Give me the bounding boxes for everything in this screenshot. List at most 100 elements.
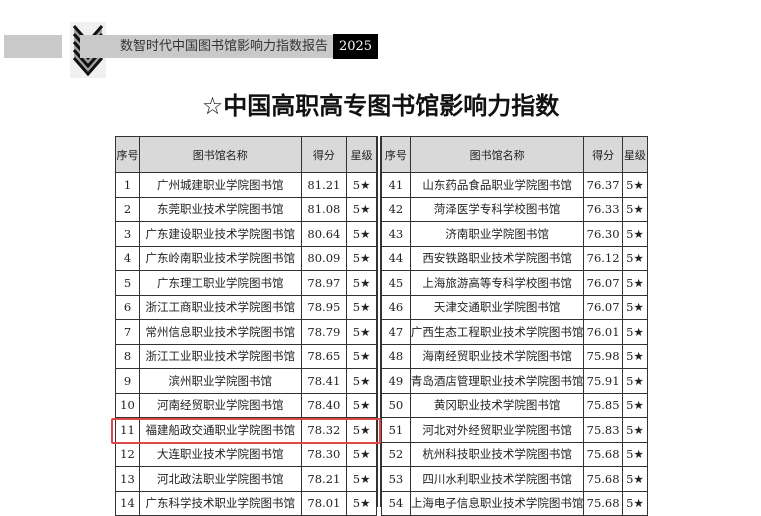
score: 78.79 [300, 319, 348, 345]
table-row: 53 四川水利职业技术学院图书馆 75.68 5★ [381, 466, 649, 492]
star-rating: 5★ [621, 270, 649, 296]
banner-bar-left [4, 35, 62, 58]
column-header: 序号 [381, 136, 411, 173]
rank: 3 [115, 221, 140, 247]
table-row: 4 广东岭南职业技术学院图书馆 80.09 5★ [115, 245, 377, 271]
rank: 5 [115, 270, 140, 296]
library-name: 济南职业学院图书馆 [409, 221, 585, 247]
star-rating: 5★ [346, 245, 377, 271]
library-name: 广州城建职业学院图书馆 [138, 172, 302, 198]
column-header: 星级 [621, 136, 649, 173]
score: 75.91 [583, 368, 623, 394]
rank: 50 [381, 392, 411, 418]
rank: 51 [381, 417, 411, 443]
score: 78.01 [300, 490, 348, 516]
ranking-table-left: 序号 图书馆名称 得分 星级 1 广州城建职业学院图书馆 81.21 5★ 2 东莞职业技… [115, 136, 377, 516]
table-row: 7 常州信息职业技术学院图书馆 78.79 5★ [115, 319, 377, 345]
table-row: 54 上海电子信息职业技术学院图书馆 75.68 5★ [381, 490, 649, 516]
library-name: 河北对外经贸职业学院图书馆 [409, 417, 585, 443]
column-header: 图书馆名称 [409, 136, 585, 173]
star-rating: 5★ [346, 196, 377, 222]
score: 76.12 [583, 245, 623, 271]
library-name: 青岛酒店管理职业技术学院图书馆 [409, 368, 585, 394]
table-row: 52 杭州科技职业技术学院图书馆 75.68 5★ [381, 441, 649, 467]
rank: 1 [115, 172, 140, 198]
score: 78.21 [300, 466, 348, 492]
score: 75.68 [583, 466, 623, 492]
star-rating: 5★ [346, 343, 377, 369]
score: 78.95 [300, 294, 348, 320]
score: 75.68 [583, 490, 623, 516]
star-rating: 5★ [346, 270, 377, 296]
star-rating: 5★ [621, 196, 649, 222]
library-name: 上海旅游高等专科学校图书馆 [409, 270, 585, 296]
library-name: 西安铁路职业技术学院图书馆 [409, 245, 585, 271]
table-row: 43 济南职业学院图书馆 76.30 5★ [381, 221, 649, 247]
score: 81.21 [300, 172, 348, 198]
star-rating: 5★ [346, 392, 377, 418]
table-row: 47 广西生态工程职业技术学院图书馆 76.01 5★ [381, 319, 649, 345]
library-name: 浙江工商职业技术学院图书馆 [138, 294, 302, 320]
rank: 7 [115, 319, 140, 345]
page-title: ☆中国高职高专图书馆影响力指数 [201, 92, 560, 120]
table-row: 42 菏泽医学专科学校图书馆 76.33 5★ [381, 196, 649, 222]
star-rating: 5★ [346, 319, 377, 345]
rank: 45 [381, 270, 411, 296]
table-row: 11 福建船政交通职业学院图书馆 78.32 5★ [115, 417, 377, 443]
column-header: 得分 [583, 136, 623, 173]
star-rating: 5★ [346, 221, 377, 247]
star-rating: 5★ [621, 368, 649, 394]
library-name: 广东建设职业技术学院图书馆 [138, 221, 302, 247]
star-rating: 5★ [621, 343, 649, 369]
rank: 11 [115, 417, 140, 443]
rank: 10 [115, 392, 140, 418]
star-rating: 5★ [346, 441, 377, 467]
score: 78.40 [300, 392, 348, 418]
library-name: 上海电子信息职业技术学院图书馆 [409, 490, 585, 516]
library-name: 广东岭南职业技术学院图书馆 [138, 245, 302, 271]
library-name: 海南经贸职业技术学院图书馆 [409, 343, 585, 369]
table-row: 49 青岛酒店管理职业技术学院图书馆 75.91 5★ [381, 368, 649, 394]
score: 78.41 [300, 368, 348, 394]
star-rating: 5★ [621, 466, 649, 492]
score: 78.97 [300, 270, 348, 296]
score: 76.30 [583, 221, 623, 247]
library-name: 广东理工职业学院图书馆 [138, 270, 302, 296]
table-row: 48 海南经贸职业技术学院图书馆 75.98 5★ [381, 343, 649, 369]
table-row: 50 黄冈职业技术学院图书馆 75.85 5★ [381, 392, 649, 418]
table-row: 46 天津交通职业学院图书馆 76.07 5★ [381, 294, 649, 320]
table-row: 14 广东科学技术职业学院图书馆 78.01 5★ [115, 490, 377, 516]
table-row: 6 浙江工商职业技术学院图书馆 78.95 5★ [115, 294, 377, 320]
rank: 6 [115, 294, 140, 320]
rank: 42 [381, 196, 411, 222]
score: 76.07 [583, 294, 623, 320]
ranking-table-right: 序号 图书馆名称 得分 星级 41 山东药品食品职业学院图书馆 76.37 5★ 42 菏… [381, 136, 649, 516]
column-header: 得分 [300, 136, 348, 173]
library-name: 河南经贸职业学院图书馆 [138, 392, 302, 418]
score: 75.68 [583, 441, 623, 467]
library-name: 东莞职业技术学院图书馆 [138, 196, 302, 222]
library-name: 浙江工业职业技术学院图书馆 [138, 343, 302, 369]
table-row: 3 广东建设职业技术学院图书馆 80.64 5★ [115, 221, 377, 247]
rank: 53 [381, 466, 411, 492]
rank: 2 [115, 196, 140, 222]
table-row: 9 滨州职业学院图书馆 78.41 5★ [115, 368, 377, 394]
rank: 12 [115, 441, 140, 467]
table-row: 41 山东药品食品职业学院图书馆 76.37 5★ [381, 172, 649, 198]
library-name: 黄冈职业技术学院图书馆 [409, 392, 585, 418]
library-name: 天津交通职业学院图书馆 [409, 294, 585, 320]
star-rating: 5★ [346, 368, 377, 394]
table-row: 2 东莞职业技术学院图书馆 81.08 5★ [115, 196, 377, 222]
rank: 52 [381, 441, 411, 467]
library-name: 广东科学技术职业学院图书馆 [138, 490, 302, 516]
score: 80.09 [300, 245, 348, 271]
report-year: 2025 [333, 34, 378, 59]
score: 80.64 [300, 221, 348, 247]
star-rating: 5★ [621, 490, 649, 516]
star-rating: 5★ [621, 245, 649, 271]
score: 75.85 [583, 392, 623, 418]
star-rating: 5★ [621, 294, 649, 320]
library-name: 菏泽医学专科学校图书馆 [409, 196, 585, 222]
rank: 14 [115, 490, 140, 516]
score: 76.37 [583, 172, 623, 198]
